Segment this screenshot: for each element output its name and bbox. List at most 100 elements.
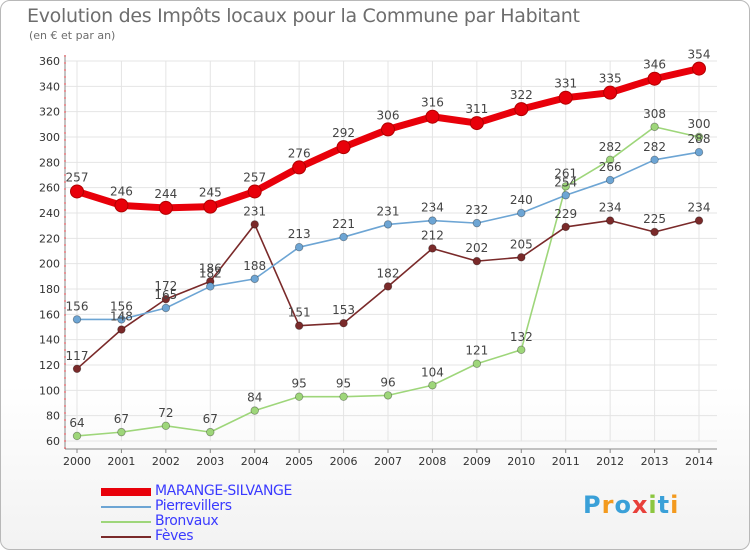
data-point-fves — [561, 222, 570, 232]
data-label: 234 — [688, 201, 711, 215]
data-label: 354 — [688, 48, 711, 62]
data-label: 156 — [66, 299, 89, 313]
data-label: 257 — [66, 170, 89, 184]
data-label: 156 — [110, 299, 133, 313]
data-point-pierrevillers — [294, 242, 304, 252]
x-tick-label: 2013 — [641, 455, 669, 468]
data-label: 148 — [110, 310, 133, 324]
x-tick-label: 2001 — [107, 455, 135, 468]
x-tick-label: 2011 — [552, 455, 580, 468]
data-label: 72 — [158, 406, 173, 420]
logo-letter: r — [601, 491, 615, 519]
data-label: 202 — [465, 241, 488, 255]
data-label: 335 — [599, 72, 622, 86]
logo-letter: i — [648, 491, 658, 519]
x-tick-label: 2010 — [507, 455, 535, 468]
data-label: 104 — [421, 365, 444, 379]
data-point-marange-silvange — [247, 184, 262, 199]
data-label: 67 — [114, 412, 129, 426]
logo-letter: x — [631, 491, 649, 519]
data-point-bronvaux — [206, 427, 215, 437]
data-point-bronvaux — [117, 427, 126, 437]
legend-swatch — [101, 487, 151, 496]
data-label: 132 — [510, 330, 533, 344]
data-point-fves — [161, 294, 171, 304]
data-point-bronvaux — [383, 391, 393, 400]
data-label: 95 — [336, 377, 351, 391]
y-tick-label: 240 — [39, 207, 60, 220]
y-tick-label: 80 — [46, 410, 60, 423]
data-point-bronvaux — [250, 406, 259, 415]
y-tick-label: 60 — [46, 435, 60, 448]
y-tick-label: 260 — [39, 182, 60, 195]
data-label: 311 — [465, 102, 488, 116]
data-label: 186 — [199, 261, 222, 275]
data-point-marange-silvange — [70, 184, 84, 199]
data-label: 234 — [599, 201, 622, 215]
y-tick-label: 220 — [39, 232, 60, 245]
data-point-marange-silvange — [425, 109, 440, 124]
y-tick-label: 340 — [39, 80, 60, 93]
data-point-bronvaux — [561, 182, 570, 191]
data-point-fves — [650, 227, 659, 237]
x-tick-label: 2000 — [63, 455, 91, 468]
data-label: 308 — [643, 107, 666, 121]
data-label: 306 — [377, 108, 400, 122]
legend-label: Pierrevillers — [155, 498, 232, 514]
y-tick-label: 200 — [39, 258, 60, 271]
data-point-pierrevillers — [161, 303, 171, 313]
data-point-bronvaux — [428, 381, 437, 390]
data-point-marange-silvange — [692, 61, 706, 76]
y-tick-label: 180 — [39, 283, 60, 296]
y-tick-label: 320 — [39, 106, 60, 119]
data-label: 246 — [110, 184, 133, 198]
data-label: 213 — [288, 227, 311, 241]
data-label: 153 — [332, 303, 355, 317]
data-point-pierrevillers — [250, 274, 259, 284]
data-point-bronvaux — [294, 392, 304, 401]
data-label: 232 — [465, 203, 488, 217]
data-point-bronvaux — [517, 345, 526, 354]
data-point-fves — [428, 244, 437, 253]
data-point-bronvaux — [605, 155, 615, 164]
data-label: 117 — [66, 349, 89, 363]
chart-legend: MARANGE-SILVANGE Pierrevillers Bronvaux Fèv… — [101, 484, 292, 544]
data-label: 188 — [243, 259, 266, 273]
data-point-fves — [605, 216, 615, 225]
legend-swatch — [101, 520, 151, 523]
x-tick-label: 2002 — [152, 455, 180, 468]
data-point-bronvaux — [72, 431, 82, 441]
data-point-fves — [383, 282, 393, 291]
y-tick-label: 300 — [39, 131, 60, 144]
x-tick-label: 2008 — [418, 455, 446, 468]
y-tick-label: 160 — [39, 308, 60, 321]
data-point-pierrevillers — [472, 218, 482, 228]
x-tick-label: 2012 — [596, 455, 624, 468]
data-point-marange-silvange — [203, 199, 218, 214]
legend-label: MARANGE-SILVANGE — [155, 483, 292, 499]
data-label: 234 — [421, 201, 444, 215]
data-point-pierrevillers — [428, 216, 437, 225]
data-label: 205 — [510, 237, 533, 251]
data-label: 300 — [688, 117, 711, 131]
legend-item: MARANGE-SILVANGE — [101, 484, 292, 499]
chart-title: Evolution des Impôts locaux pour la Comm… — [27, 5, 580, 27]
data-point-pierrevillers — [72, 315, 82, 324]
y-tick-label: 120 — [39, 359, 60, 372]
x-tick-label: 2003 — [196, 455, 224, 468]
data-point-fves — [339, 319, 348, 328]
legend-label: Fèves — [155, 528, 194, 544]
data-label: 84 — [247, 391, 262, 405]
data-label: 212 — [421, 228, 444, 242]
data-point-fves — [294, 321, 304, 330]
logo-letter: t — [657, 491, 671, 519]
data-point-pierrevillers — [206, 282, 215, 291]
data-label: 151 — [288, 306, 311, 320]
data-point-pierrevillers — [561, 191, 570, 200]
data-point-marange-silvange — [514, 102, 529, 117]
x-tick-label: 2014 — [685, 455, 713, 468]
x-tick-label: 2006 — [330, 455, 358, 468]
data-label: 288 — [688, 132, 711, 146]
legend-swatch — [101, 535, 151, 538]
